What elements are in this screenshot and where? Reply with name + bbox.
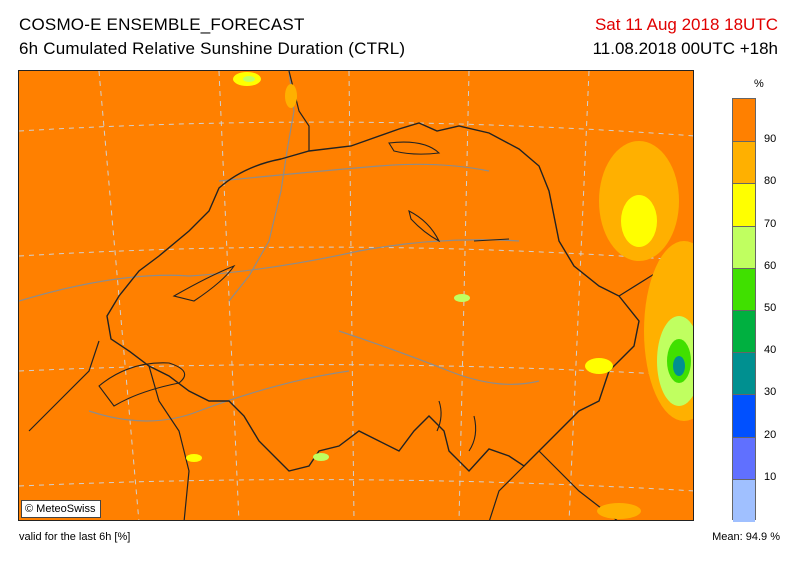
sunshine-patches — [186, 72, 693, 519]
legend-color-cell — [733, 183, 755, 227]
legend-tick-label: 90 — [764, 133, 777, 146]
forecast-map: © MeteoSwiss — [18, 70, 694, 521]
legend-tick-label: 80 — [764, 175, 777, 188]
legend-color-cell — [733, 99, 755, 142]
legend-color-cell — [733, 352, 755, 396]
legend-tick-label: 70 — [764, 217, 777, 230]
legend-tick-label: 10 — [764, 470, 777, 483]
map-graphic — [19, 71, 693, 520]
copyright-badge: © MeteoSwiss — [21, 500, 102, 518]
mean-value: Mean: 94.9 % — [712, 531, 780, 543]
legend-color-cell — [733, 478, 755, 522]
rivers — [19, 71, 540, 422]
legend-color-cell — [733, 141, 755, 185]
legend-tick-label: 50 — [764, 302, 777, 314]
chart-title: COSMO-E ENSEMBLE_FORECAST — [19, 15, 305, 34]
legend-unit: % — [754, 78, 764, 90]
legend-colorbar — [732, 98, 756, 522]
valid-time: Sat 11 Aug 2018 18UTC — [594, 15, 778, 34]
lakes — [98, 141, 510, 452]
graticule — [19, 71, 693, 520]
mean-number: 94.9 % — [745, 531, 780, 543]
legend-color-cell — [733, 436, 755, 480]
border-switzerland — [106, 122, 640, 473]
legend-color-cell — [733, 225, 755, 269]
legend-tick-label: 40 — [764, 344, 777, 357]
mean-label: Mean: — [712, 531, 743, 543]
legend-color-cell — [733, 310, 755, 354]
chart-subtitle: 6h Cumulated Relative Sunshine Duration … — [19, 39, 406, 58]
legend-color-cell — [733, 267, 755, 311]
run-time: 11.08.2018 00UTC +18h — [592, 39, 778, 58]
legend-tick-label: 60 — [764, 259, 777, 272]
copyright-text: © MeteoSwiss — [25, 503, 96, 515]
legend-tick-label: 20 — [764, 428, 777, 441]
legend-tick-label: 30 — [764, 386, 777, 399]
legend-color-cell — [733, 394, 755, 438]
border-neighbours — [28, 71, 693, 520]
valid-note: valid for the last 6h [%] — [19, 531, 131, 543]
